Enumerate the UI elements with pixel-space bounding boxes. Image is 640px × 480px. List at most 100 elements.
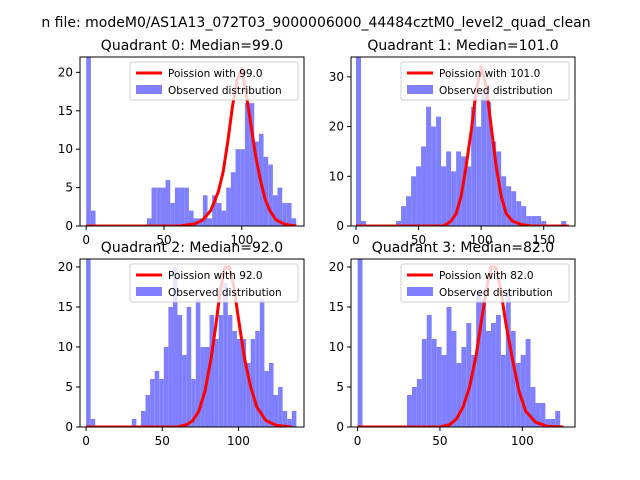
histogram-bar bbox=[436, 347, 442, 427]
histogram-bar bbox=[259, 299, 265, 427]
histogram-bar bbox=[200, 347, 205, 427]
axes-frame bbox=[79, 56, 305, 227]
legend-label: Poission with 99.0 bbox=[168, 68, 263, 80]
legend-label: Observed distribution bbox=[168, 85, 282, 97]
histogram-bar bbox=[191, 379, 196, 427]
histogram-bar bbox=[361, 221, 367, 226]
histogram-bar bbox=[426, 315, 432, 427]
histogram-bar bbox=[421, 339, 427, 427]
histogram-bar bbox=[540, 403, 546, 427]
legend: Poission with 82.0 Observed distribution bbox=[400, 263, 570, 303]
histogram-bar bbox=[172, 267, 178, 427]
histogram-bar bbox=[207, 218, 213, 226]
legend-bar-swatch bbox=[136, 287, 162, 296]
legend-label: Observed distribution bbox=[439, 287, 553, 299]
histogram-bar bbox=[282, 202, 287, 226]
legend-label: Observed distribution bbox=[168, 287, 282, 299]
x-tick-label: 100 bbox=[227, 434, 250, 448]
histogram-bar bbox=[356, 57, 362, 226]
legend-label: Poission with 92.0 bbox=[168, 270, 263, 282]
histogram-bar bbox=[221, 210, 227, 226]
x-tick-label: 50 bbox=[411, 233, 426, 247]
histogram-bar bbox=[431, 126, 437, 226]
histogram-bar bbox=[179, 187, 185, 226]
chart-panel-2: 0 50 100 0 5 10 15 20 Quadrant 2: Median=92.0 Poi… bbox=[58, 240, 305, 448]
histogram-bar bbox=[165, 179, 171, 226]
histogram-bar bbox=[516, 201, 522, 226]
y-tick-label: 0 bbox=[65, 420, 73, 434]
histogram-bar bbox=[515, 363, 521, 427]
y-tick-label: 10 bbox=[58, 340, 73, 354]
y-tick-label: 30 bbox=[329, 70, 344, 84]
legend: Poission with 99.0 Observed distribution bbox=[129, 61, 299, 101]
histogram-bar bbox=[426, 106, 432, 226]
histogram-bar bbox=[550, 419, 556, 427]
histogram-bar bbox=[174, 187, 180, 226]
x-tick-label: 150 bbox=[532, 233, 555, 247]
histogram-bar bbox=[441, 355, 447, 427]
histogram-bar bbox=[140, 411, 146, 427]
chart-title: Quadrant 1: Median=101.0 bbox=[367, 38, 558, 54]
histogram-bar bbox=[244, 103, 250, 226]
histogram-bar bbox=[545, 419, 551, 427]
histogram-bar bbox=[182, 355, 187, 427]
histogram-bar bbox=[90, 210, 96, 226]
histogram-bar bbox=[535, 403, 541, 427]
plot-area bbox=[357, 259, 564, 427]
histogram-bar bbox=[486, 331, 491, 427]
histogram-bar bbox=[212, 195, 217, 226]
histogram-bar bbox=[202, 195, 208, 226]
histogram-bar bbox=[151, 187, 157, 226]
histogram-bar bbox=[232, 331, 237, 427]
y-tick-label: 0 bbox=[336, 420, 344, 434]
y-tick-label: 20 bbox=[58, 260, 73, 274]
histogram-bar bbox=[249, 103, 255, 226]
histogram-bar bbox=[209, 315, 215, 427]
histogram-bar bbox=[230, 172, 236, 226]
y-tick-label: 5 bbox=[65, 181, 73, 195]
histogram-bar bbox=[416, 379, 422, 427]
x-tick-label: 100 bbox=[230, 233, 253, 247]
x-tick-label: 0 bbox=[82, 434, 90, 448]
y-tick-label: 20 bbox=[58, 65, 73, 79]
histogram-bar bbox=[272, 195, 278, 226]
x-tick-label: 0 bbox=[354, 434, 362, 448]
histogram-bar bbox=[411, 176, 417, 226]
y-tick-label: 10 bbox=[329, 340, 344, 354]
histogram-bar bbox=[357, 259, 363, 427]
histogram-bar bbox=[491, 141, 497, 226]
histogram-bar bbox=[214, 339, 219, 427]
y-tick-label: 20 bbox=[329, 260, 344, 274]
histogram-bar bbox=[471, 355, 477, 427]
histogram-bar bbox=[241, 339, 247, 427]
x-tick-label: 0 bbox=[352, 233, 360, 247]
histogram-bar bbox=[186, 307, 192, 427]
histogram-bar bbox=[264, 371, 269, 427]
histogram-bar bbox=[446, 151, 452, 226]
legend-box bbox=[400, 61, 570, 101]
histogram-bar bbox=[177, 315, 183, 427]
legend-label: Observed distribution bbox=[439, 85, 553, 97]
histogram-bar bbox=[525, 339, 531, 427]
histogram-bar bbox=[416, 166, 422, 226]
histogram-bar bbox=[263, 156, 269, 226]
histogram-bar bbox=[226, 187, 231, 226]
y-tick-label: 0 bbox=[336, 219, 344, 233]
histogram-bar bbox=[282, 411, 288, 427]
histogram-bar bbox=[446, 307, 452, 427]
y-tick-label: 5 bbox=[336, 380, 344, 394]
legend-box bbox=[129, 61, 299, 101]
histogram-bar bbox=[286, 202, 292, 226]
plot-area bbox=[356, 57, 569, 226]
histogram-bar bbox=[510, 331, 516, 427]
histogram-bar bbox=[146, 218, 152, 226]
legend-box bbox=[400, 263, 570, 303]
y-tick-label: 20 bbox=[329, 120, 344, 134]
histogram-bar bbox=[254, 141, 259, 226]
histogram-bar bbox=[441, 166, 447, 226]
histogram-bar bbox=[255, 331, 260, 427]
legend-box bbox=[129, 263, 299, 303]
chart-panel-1: 0 50 100 150 0 10 20 30 Quadrant 1: Median=101.0… bbox=[329, 38, 576, 247]
histogram-bar bbox=[401, 206, 407, 226]
legend-label: Poission with 82.0 bbox=[439, 270, 534, 282]
